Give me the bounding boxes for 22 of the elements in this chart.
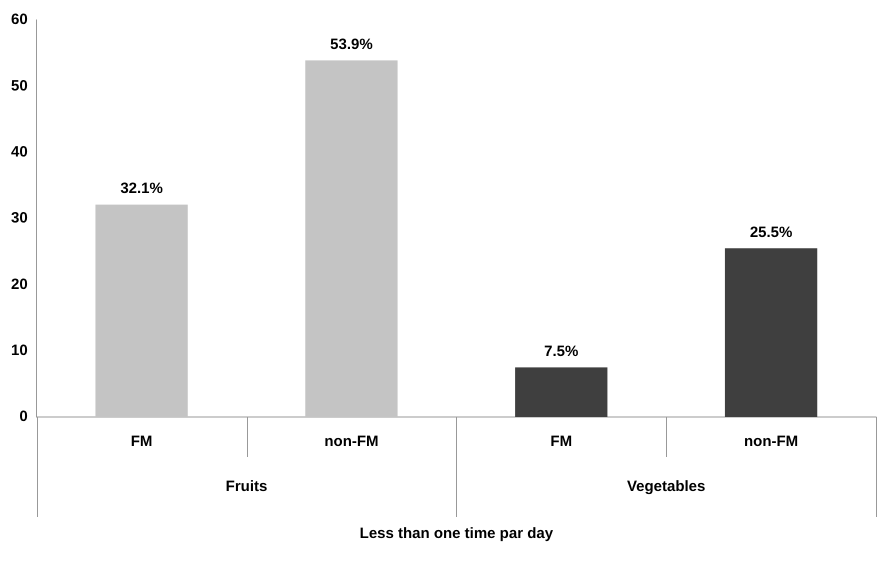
x-tick-label: FM <box>550 433 572 450</box>
data-label: 25.5% <box>750 224 792 241</box>
data-label: 32.1% <box>120 180 163 198</box>
bar <box>515 367 608 417</box>
x-tick-label: non-FM <box>324 433 378 450</box>
x-tick-label: FM <box>130 433 152 450</box>
data-label: 53.9% <box>330 36 373 53</box>
data-label: 7.5% <box>544 343 578 360</box>
y-tick-label: 0 <box>19 408 28 426</box>
y-tick-label: 40 <box>10 143 28 160</box>
y-tick-label: 20 <box>10 276 28 293</box>
text: Vegetables <box>626 478 706 496</box>
text: Fruits <box>226 478 268 496</box>
y-tick-label: 10 <box>10 342 28 359</box>
bar <box>724 248 818 417</box>
x-tick-label: non-FM <box>744 433 798 450</box>
y-tick-label: 60 <box>10 11 28 28</box>
y-tick-label: 50 <box>10 77 28 94</box>
bar <box>95 204 188 417</box>
bar <box>305 60 398 417</box>
x-axis-title: Less than one time par day <box>360 525 554 542</box>
y-tick-label: 30 <box>10 210 28 227</box>
